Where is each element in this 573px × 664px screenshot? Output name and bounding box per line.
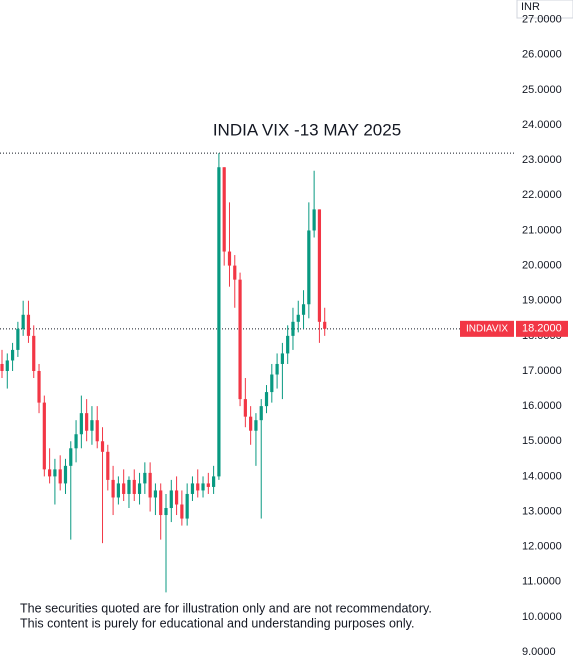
y-tick-label: 12.0000 [522, 541, 562, 553]
candle-body [26, 314, 31, 336]
candle-body [53, 469, 57, 477]
candle-body [238, 279, 242, 400]
candle-body [95, 420, 99, 442]
y-tick-label: 16.0000 [522, 400, 562, 412]
y-tick-label: 19.0000 [522, 295, 562, 307]
candle-body [10, 349, 15, 361]
candle-body [116, 483, 120, 498]
y-tick-label: 17.0000 [522, 365, 562, 377]
candle-body [301, 304, 306, 315]
chart-title: INDIA VIX -13 MAY 2025 [213, 120, 401, 139]
y-tick-label: 26.0000 [522, 49, 562, 61]
y-tick-label: 20.0000 [522, 260, 562, 272]
candle-body [196, 483, 200, 491]
candle-body [127, 479, 131, 494]
candle-body [174, 490, 179, 505]
y-tick-label: 24.0000 [522, 119, 562, 131]
candle-body [280, 353, 284, 364]
candle-body [85, 413, 89, 431]
candle-body [312, 209, 316, 231]
price-value-bg [516, 320, 568, 337]
candle-body [106, 451, 110, 480]
y-tick-label: 23.0000 [522, 154, 562, 166]
candle-body [0, 363, 4, 371]
candle-body [222, 167, 226, 252]
y-tick-label: 15.0000 [522, 435, 562, 447]
candle-body [32, 335, 36, 371]
candle-body [153, 490, 158, 498]
candle-body [190, 483, 195, 494]
candle-body [233, 265, 237, 280]
candle-body [37, 370, 41, 403]
candle-body [243, 399, 247, 417]
price-name: INDIAVIX [466, 323, 508, 334]
disclaimer: The securities quoted are for illustrati… [20, 601, 432, 615]
candle-body [249, 416, 253, 431]
y-tick-label: 13.0000 [522, 505, 562, 517]
candle-body [42, 402, 46, 470]
y-tick-label: 25.0000 [522, 84, 562, 96]
y-tick-label: 14.0000 [522, 470, 562, 482]
candle-body [164, 508, 168, 516]
candle-body [180, 504, 184, 519]
y-tick-label: 21.0000 [522, 224, 562, 236]
candle-body [90, 420, 94, 431]
candle-body [79, 413, 83, 435]
currency[interactable]: INR [521, 1, 540, 13]
candle-body [323, 321, 327, 329]
candle-body [48, 469, 52, 477]
candle-body [212, 476, 216, 487]
candle-body [5, 360, 9, 371]
candle-body [264, 392, 269, 407]
y-tick-label: 22.0000 [522, 189, 562, 201]
candle-body [201, 483, 205, 491]
y-tick-label: 27.0000 [522, 14, 562, 26]
candle-body [296, 314, 300, 322]
y-tick-label: 10.0000 [522, 611, 562, 623]
candle-body [254, 420, 258, 431]
candle-body [159, 490, 163, 516]
candle-body [185, 493, 189, 519]
candle-body [58, 469, 62, 484]
candle-body [137, 483, 142, 494]
candle-body [169, 490, 173, 509]
candle-body [206, 483, 210, 487]
candle-body [69, 448, 73, 466]
candle-body [270, 374, 274, 393]
candle-body [317, 209, 322, 322]
y-tick-label: 9.0000 [522, 646, 556, 658]
candle-body [122, 483, 126, 494]
currency-box[interactable] [516, 0, 573, 19]
candle-body [286, 335, 290, 354]
candle-body [275, 363, 279, 375]
candle-body [16, 328, 20, 350]
candle-body [111, 479, 115, 498]
candle-body [63, 465, 68, 484]
candle-body [259, 406, 263, 421]
candle-body [74, 434, 78, 449]
price-name-bg [460, 320, 514, 337]
candle-body [21, 314, 25, 329]
candle-body [307, 230, 311, 305]
price-value: 18.2000 [522, 323, 562, 335]
candle-body [143, 472, 147, 484]
candle-body [217, 167, 221, 477]
candle-body [100, 441, 105, 452]
y-tick-label: 11.0000 [522, 576, 561, 588]
candle-body [291, 321, 295, 336]
candle-body [148, 472, 152, 498]
candle-body [227, 251, 232, 266]
disclaimer: This content is purely for educational a… [20, 616, 414, 630]
candle-body [132, 479, 136, 494]
